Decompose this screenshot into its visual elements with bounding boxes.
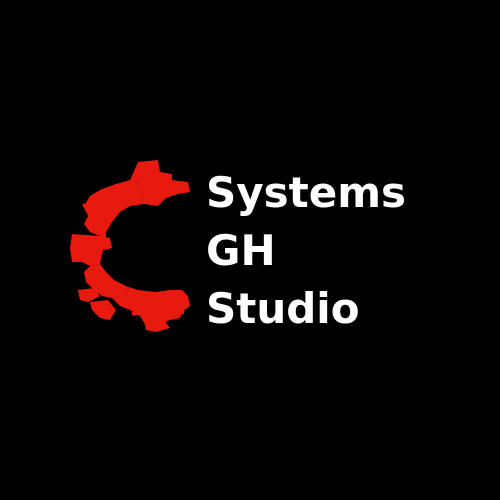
gear-c-logo-icon (70, 160, 190, 332)
brand-line-systems: Systems (206, 168, 406, 217)
brand-wordmark: Systems GH Studio (206, 164, 486, 338)
brand-line-studio: Studio (206, 284, 360, 333)
brand-line-gh: GH (206, 226, 276, 275)
